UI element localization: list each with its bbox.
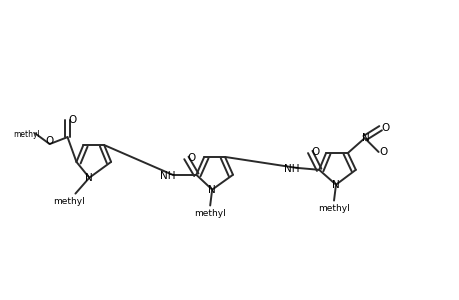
Text: O: O <box>381 123 389 133</box>
Text: N: N <box>361 133 369 143</box>
Text: O: O <box>68 115 77 125</box>
Text: O: O <box>379 147 387 157</box>
Text: N: N <box>208 184 216 195</box>
Text: O: O <box>187 153 195 163</box>
Text: methyl: methyl <box>54 197 85 206</box>
Text: methyl: methyl <box>194 209 225 218</box>
Text: methyl: methyl <box>13 130 40 139</box>
Text: O: O <box>310 147 319 157</box>
Text: N: N <box>331 180 339 190</box>
Text: NH: NH <box>159 171 175 181</box>
Text: N: N <box>85 173 93 183</box>
Text: methyl: methyl <box>318 204 349 213</box>
Text: NH: NH <box>283 164 298 174</box>
Text: O: O <box>45 136 54 146</box>
